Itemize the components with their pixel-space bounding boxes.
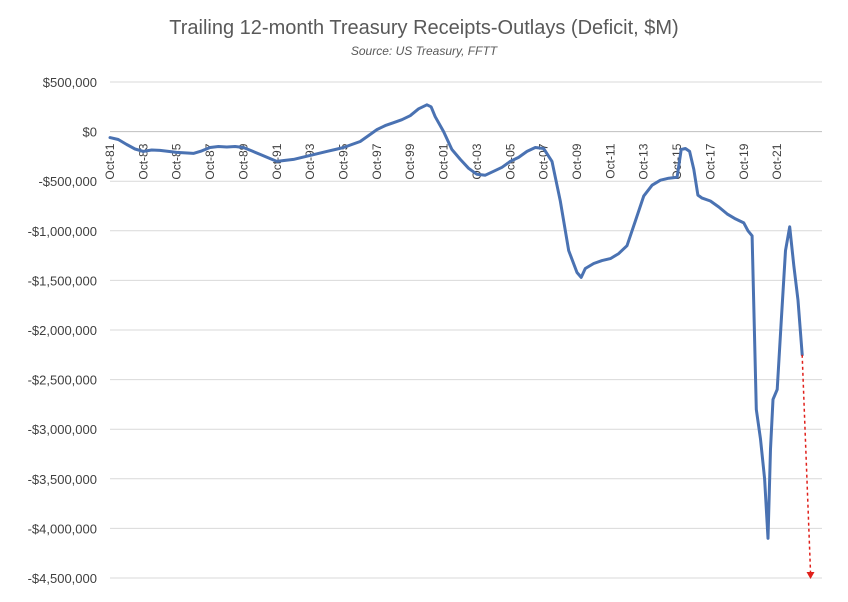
- y-tick-label: -$3,500,000: [28, 472, 97, 487]
- y-tick-label: -$4,500,000: [28, 571, 97, 586]
- x-tick-label: Oct-13: [637, 143, 651, 179]
- x-tick-label: Oct-19: [737, 143, 751, 179]
- chart-title: Trailing 12-month Treasury Receipts-Outl…: [169, 17, 678, 39]
- x-tick-label: Oct-81: [103, 143, 117, 179]
- x-tick-label: Oct-93: [303, 143, 317, 179]
- gridlines: [110, 81, 822, 579]
- chart-subtitle: Source: US Treasury, FFTT: [351, 44, 499, 58]
- y-tick-label: $500,000: [43, 75, 97, 90]
- x-tick-label: Oct-17: [703, 143, 717, 179]
- x-tick-label: Oct-01: [437, 143, 451, 179]
- x-tick-label: Oct-11: [603, 143, 617, 178]
- deficit-series-line: [108, 103, 804, 540]
- x-tick-label: Oct-21: [770, 143, 784, 179]
- x-tick-label: Oct-95: [337, 143, 351, 179]
- y-tick-label: -$2,000,000: [28, 323, 97, 338]
- x-tick-label: Oct-09: [570, 143, 584, 179]
- y-tick-label: $0: [83, 125, 97, 140]
- y-tick-label: -$3,000,000: [28, 422, 97, 437]
- x-tick-label: Oct-87: [203, 143, 217, 179]
- x-tick-label: Oct-83: [136, 143, 150, 179]
- y-tick-label: -$4,000,000: [28, 521, 97, 536]
- x-tick-label: Oct-89: [236, 143, 250, 179]
- y-tick-label: -$500,000: [38, 174, 97, 189]
- annotation-group: [801, 354, 815, 579]
- projection-arrowhead: [806, 572, 815, 579]
- y-axis-tick-labels: $500,000 $0 -$500,000 -$1,000,000 -$1,500,00…: [28, 75, 97, 586]
- y-tick-label: -$1,500,000: [28, 273, 97, 288]
- x-tick-label: Oct-85: [170, 143, 184, 179]
- projection-dashed-line: [801, 354, 812, 573]
- x-tick-label: Oct-99: [403, 143, 417, 179]
- y-tick-label: -$1,000,000: [28, 224, 97, 239]
- series-group: [108, 103, 804, 540]
- y-tick-label: -$2,500,000: [28, 373, 97, 388]
- x-tick-label: Oct-97: [370, 143, 384, 179]
